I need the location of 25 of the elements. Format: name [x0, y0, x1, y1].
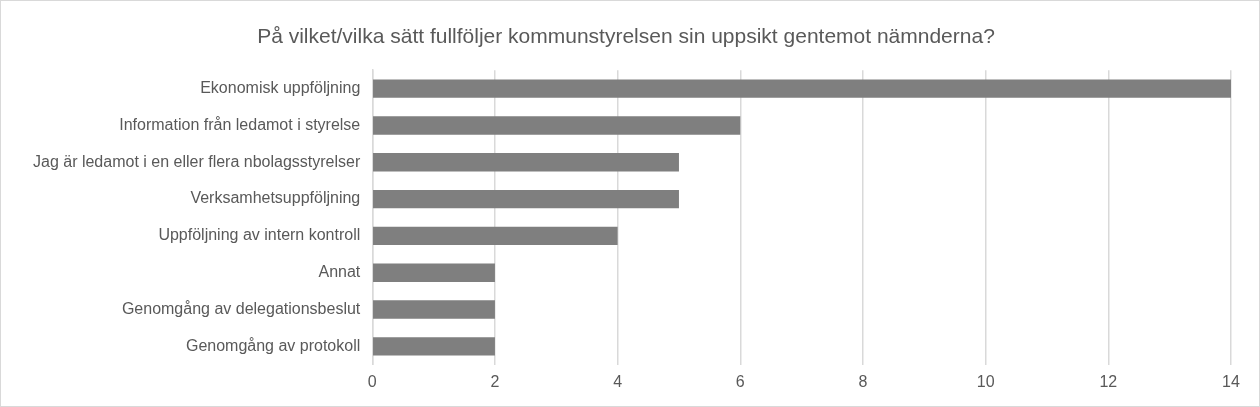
y-tick-label: Uppföljning av intern kontroll [158, 226, 361, 244]
y-tick-label: Information från ledamot i styrelse [119, 115, 361, 133]
bar [373, 337, 495, 356]
y-tick-label: Jag är ledamot i en eller flera nbolagsstyrelser [32, 152, 361, 170]
x-tick-label: 0 [367, 372, 377, 390]
bar [373, 263, 495, 282]
x-tick-label: 10 [976, 372, 995, 390]
chart-title: På vilket/vilka sätt fullföljer kommunstyrelsen sin uppsikt gentemot nämnderna? [257, 24, 995, 48]
x-tick-label: 4 [613, 372, 623, 390]
x-tick-label: 6 [735, 372, 745, 390]
bar [373, 189, 679, 209]
x-tick-label: 12 [1099, 372, 1118, 390]
bar [373, 116, 741, 135]
x-tick-label: 2 [490, 372, 500, 390]
y-tick-label: Genomgång av delegationsbeslut [121, 299, 361, 317]
x-tick-label: 8 [858, 372, 868, 390]
x-tick-label: 14 [1222, 372, 1240, 390]
bar [373, 300, 495, 319]
y-tick-label: Ekonomisk uppföljning [200, 79, 361, 97]
bar [373, 226, 618, 246]
bar [373, 79, 1231, 98]
y-tick-label: Genomgång av protokoll [185, 336, 361, 354]
bar [373, 153, 679, 172]
y-tick-label: Annat [318, 263, 361, 281]
y-tick-label: Verksamhetsuppföljning [190, 189, 361, 207]
